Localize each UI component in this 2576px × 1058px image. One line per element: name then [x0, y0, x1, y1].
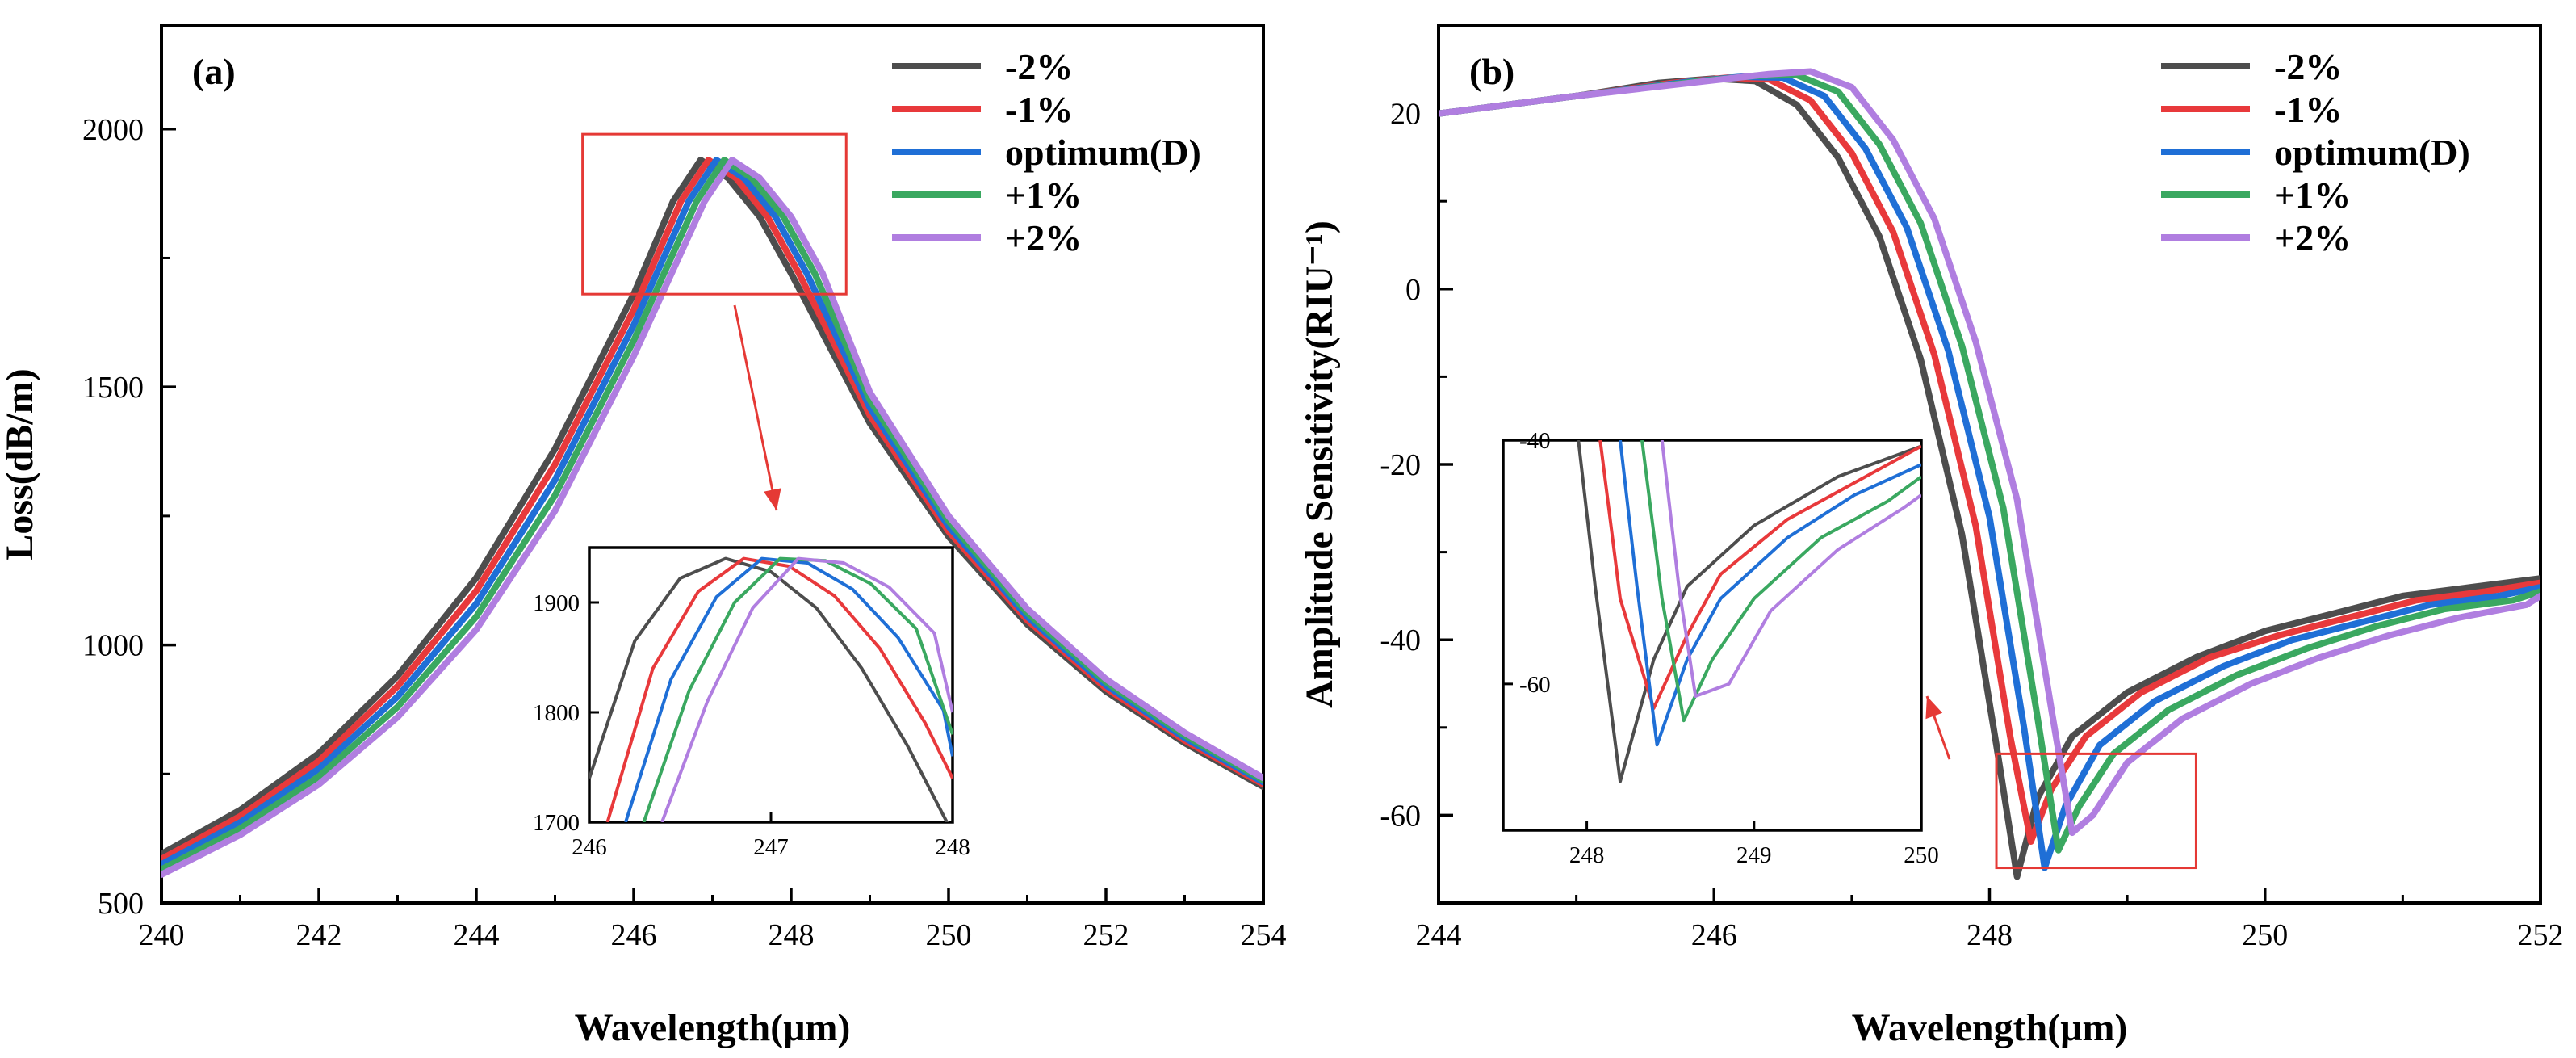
legend-label: optimum(D) — [1005, 132, 1201, 173]
x-tick-label: 252 — [1083, 918, 1129, 952]
inset-y-tick-label: 1900 — [533, 590, 580, 616]
zoom-box — [581, 132, 848, 296]
inset-frame — [1502, 439, 1923, 832]
x-tick-label: 252 — [2518, 918, 2564, 952]
legend-label: -2% — [2274, 46, 2342, 87]
legend-label: +2% — [2274, 217, 2351, 258]
y-tick-label: 20 — [1390, 98, 1421, 132]
x-tick-label: 246 — [611, 918, 657, 952]
panel-b: 244 246 248 250 252 -60 -40 -20 0 20 Wavelength(μm… — [1298, 24, 2564, 1049]
y-tick-label: 1000 — [82, 629, 144, 663]
x-axis-title: Wavelength(μm) — [1852, 1006, 2128, 1049]
panel-label: (a) — [192, 51, 236, 92]
zoom-arrow-head — [1925, 696, 1943, 720]
series-line — [161, 157, 1263, 878]
y-axis-title: Amplitude Sensitivity(RIU⁻¹) — [1298, 220, 1341, 708]
zoom-arrow — [733, 304, 778, 511]
inset-series-line — [1598, 440, 1921, 711]
inset-series-group — [589, 556, 953, 822]
inset-series-line — [1660, 440, 1921, 698]
inset-y-tick-label: -60 — [1519, 672, 1551, 698]
inset-y-tick-label: 1700 — [533, 810, 580, 836]
legend-label: optimum(D) — [2274, 132, 2470, 173]
x-tick-label: 250 — [2242, 918, 2288, 952]
inset-x-tick-label: 246 — [572, 834, 607, 860]
legend-label: -1% — [2274, 89, 2342, 130]
inset: 246 247 248 1700 1800 1900 — [533, 546, 970, 860]
y-tick-label: 0 — [1405, 273, 1421, 307]
x-tick-label: 240 — [139, 918, 185, 952]
x-tick-label: 242 — [296, 918, 342, 952]
y-axis-title: Loss(dB/m) — [0, 368, 41, 560]
inset-x-tick-label: 249 — [1736, 842, 1772, 868]
inset-series-line — [589, 556, 949, 822]
inset-y-tick-label: 1800 — [533, 700, 580, 726]
inset-series-line — [660, 556, 953, 822]
inset-x-tick-label: 248 — [1569, 842, 1605, 868]
x-tick-label: 246 — [1691, 918, 1737, 952]
zoom-box — [1995, 752, 2197, 870]
y-tick-label: -60 — [1380, 799, 1421, 833]
inset-y-tick-label: -40 — [1519, 428, 1551, 454]
series-group — [1439, 68, 2540, 880]
panel-label: (b) — [1469, 51, 1514, 92]
inset-x-tick-label: 248 — [935, 834, 970, 860]
y-tick-label: -20 — [1380, 448, 1421, 482]
series-group — [161, 157, 1263, 878]
y-tick-label: 1500 — [82, 371, 144, 405]
legend-label: -1% — [1005, 89, 1073, 130]
inset-series-line — [1640, 440, 1921, 723]
zoom-arrow-head — [764, 488, 781, 510]
inset-series-line — [1577, 440, 1921, 783]
x-axis-title: Wavelength(μm) — [575, 1006, 851, 1049]
inset-series-line — [624, 556, 953, 822]
legend-label: -2% — [1005, 46, 1073, 87]
x-tick-label: 254 — [1241, 918, 1287, 952]
series-line — [1439, 68, 2540, 837]
y-tick-label: -40 — [1380, 623, 1421, 657]
inset-x-tick-label: 247 — [753, 834, 789, 860]
legend-label: +1% — [2274, 174, 2351, 216]
inset-x-tick-label: 250 — [1904, 842, 1939, 868]
x-tick-label: 248 — [769, 918, 815, 952]
legend-label: +2% — [1005, 217, 1082, 258]
y-tick-label: 2000 — [82, 113, 144, 147]
inset-series-group — [1577, 440, 1921, 783]
x-tick-label: 248 — [1967, 918, 2013, 952]
panel-a: 240 242 244 246 248 250 252 254 500 1000 1500 2000 W… — [0, 24, 1287, 1049]
inset-series-line — [1619, 440, 1921, 747]
x-tick-label: 250 — [926, 918, 972, 952]
legend-label: +1% — [1005, 174, 1082, 216]
x-tick-label: 244 — [454, 918, 500, 952]
y-tick-label: 500 — [98, 887, 144, 921]
x-tick-label: 244 — [1416, 918, 1462, 952]
inset: 248 249 250 -60 -40 — [1502, 428, 1939, 868]
